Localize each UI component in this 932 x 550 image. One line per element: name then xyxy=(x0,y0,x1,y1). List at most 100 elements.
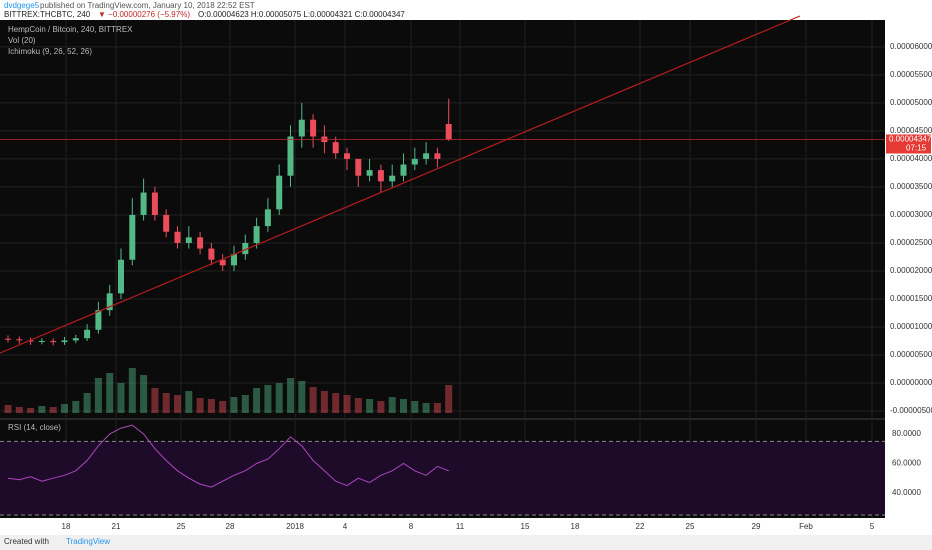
candle-body xyxy=(389,175,396,182)
volume-bar xyxy=(151,388,159,413)
volume-bar xyxy=(174,395,181,413)
candle-body xyxy=(344,153,350,159)
price-axis-bg xyxy=(885,20,932,518)
candle-body xyxy=(38,340,45,342)
indicator-label: Vol (20) xyxy=(8,36,36,45)
candle-body xyxy=(332,142,339,154)
candle-body xyxy=(84,329,91,339)
volume-bar xyxy=(388,397,396,413)
y-tick-label: 60.0000 xyxy=(892,459,921,468)
candle-body xyxy=(264,209,271,227)
x-tick-label: 11 xyxy=(456,522,465,531)
trend-line xyxy=(0,15,801,354)
volume-bar xyxy=(140,375,148,413)
volume-bar xyxy=(4,405,12,413)
indicator-label: Ichimoku (9, 26, 52, 26) xyxy=(8,47,92,56)
x-tick-label: 21 xyxy=(112,522,121,531)
volume-bar xyxy=(94,378,102,413)
x-tick-label: 28 xyxy=(226,522,235,531)
volume-bar xyxy=(264,385,272,413)
last-price-label: 0.00004347 xyxy=(889,135,932,144)
volume-bar xyxy=(49,407,57,413)
x-tick-label: Feb xyxy=(799,522,813,531)
candle-body xyxy=(151,192,158,215)
footer-brand[interactable]: TradingView xyxy=(66,537,110,546)
candle-body xyxy=(5,338,11,340)
y-tick-label: 0.00000000 xyxy=(890,378,932,387)
x-tick-label: 8 xyxy=(409,522,414,531)
volume-bar xyxy=(400,399,407,413)
y-tick-label: 0.00006000 xyxy=(890,42,932,51)
y-tick-label: 0.00002000 xyxy=(890,266,932,275)
candle-body xyxy=(27,340,34,342)
volume-bar xyxy=(309,387,317,413)
footer-bg xyxy=(0,535,932,550)
volume-bar xyxy=(38,406,46,413)
change: ▼ −0.00000276 (−5.97%) xyxy=(98,10,190,19)
volume-bar xyxy=(354,398,362,413)
plot-layer xyxy=(0,20,885,518)
footer-text: Created with xyxy=(4,537,49,546)
volume-bar xyxy=(219,401,227,413)
volume-bar xyxy=(128,368,136,413)
volume-bar xyxy=(433,403,441,413)
band-fill xyxy=(0,441,885,516)
last-price-box xyxy=(886,134,931,154)
y-tick-label: 0.00004500 xyxy=(890,126,932,135)
volume-bar xyxy=(320,391,328,413)
candle-body xyxy=(72,338,79,341)
volume-bar xyxy=(411,401,419,413)
countdown: 07:15 xyxy=(906,144,927,153)
y-tick-label: 0.00000500 xyxy=(890,350,932,359)
candle-body xyxy=(61,340,68,343)
candle-body xyxy=(355,158,362,176)
candle-body xyxy=(118,259,124,294)
volume-bar xyxy=(230,397,238,413)
x-tick-label: 22 xyxy=(636,522,645,531)
published: published on TradingView.com, January 10… xyxy=(40,1,255,10)
rsi-title: RSI (14, close) xyxy=(8,423,61,432)
x-tick-label: 5 xyxy=(870,522,875,531)
volume-bar xyxy=(298,381,306,413)
volume-bar xyxy=(106,373,114,413)
volume-bar xyxy=(422,403,430,413)
symbol: BITTREX:THCBTC, 240 xyxy=(4,10,91,19)
time-axis-bg xyxy=(0,518,932,535)
candle-body xyxy=(377,170,384,182)
candle-body xyxy=(400,164,407,176)
candle-body xyxy=(208,248,215,260)
ohlc: O:0.00004623 H:0.00005075 L:0.00004321 C… xyxy=(198,10,405,19)
volume-bar xyxy=(61,404,68,413)
x-tick-label: 18 xyxy=(62,522,71,531)
candle-body xyxy=(434,153,441,159)
rsi-line xyxy=(7,424,449,488)
candle-body xyxy=(106,293,113,311)
y-tick-label: 0.00002500 xyxy=(890,238,932,247)
candle-body xyxy=(310,119,317,137)
candle-body xyxy=(411,158,418,165)
x-tick-label: 15 xyxy=(521,522,530,531)
y-tick-label: 80.0000 xyxy=(892,429,921,438)
candle-body xyxy=(163,214,170,232)
volume-bar xyxy=(253,388,261,413)
x-tick-label: 25 xyxy=(177,522,186,531)
author[interactable]: dvdgege5 xyxy=(4,1,40,10)
volume-bar xyxy=(185,391,193,413)
y-tick-label: 0.00004000 xyxy=(890,154,932,163)
candle-body xyxy=(219,259,226,266)
volume-bar xyxy=(72,401,80,413)
volume-bar xyxy=(207,399,215,413)
x-tick-label: 29 xyxy=(752,522,761,531)
volume-bar xyxy=(377,401,385,413)
y-tick-label: 0.00003000 xyxy=(890,210,932,219)
y-tick-label: 0.00005000 xyxy=(890,98,932,107)
x-tick-label: 4 xyxy=(343,522,348,531)
header-bg xyxy=(0,0,932,20)
candle-body xyxy=(423,153,430,159)
volume-bar xyxy=(287,378,294,413)
volume-bar xyxy=(332,393,340,413)
volume-bar xyxy=(15,407,23,413)
chart-title: HempCoin / Bitcoin, 240, BITTREX xyxy=(8,25,133,34)
candle-body xyxy=(140,192,147,215)
candle-body xyxy=(185,237,192,243)
